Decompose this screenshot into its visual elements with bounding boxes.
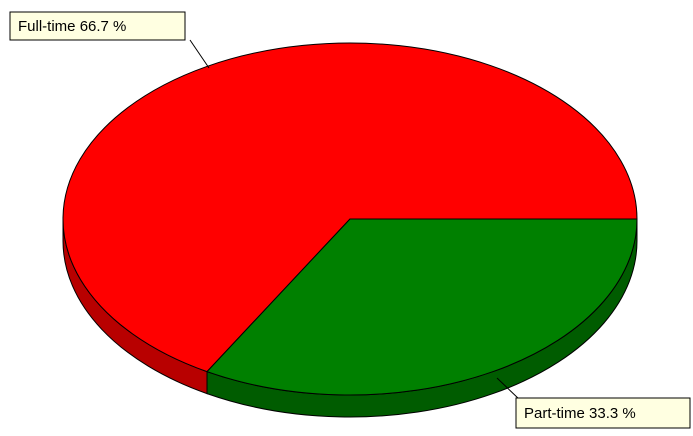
label-box: [515, 397, 691, 429]
leader-line: [189, 39, 210, 69]
category-name: Full-time: [18, 18, 76, 35]
category-name: Part-time: [524, 405, 585, 422]
pie: [62, 42, 638, 418]
labels: Full-time 66.7 % Part-time 33.3 %: [9, 11, 691, 429]
label-box: [9, 11, 186, 41]
slice-label: Part-time 33.3 %: [524, 405, 636, 422]
slice-label: Full-time 66.7 %: [18, 18, 126, 35]
value-label: 66.7 %: [80, 18, 127, 35]
value-label: 33.3 %: [589, 405, 636, 422]
slice: [62, 42, 638, 373]
slice: [206, 218, 638, 396]
leader-line: [496, 377, 521, 401]
